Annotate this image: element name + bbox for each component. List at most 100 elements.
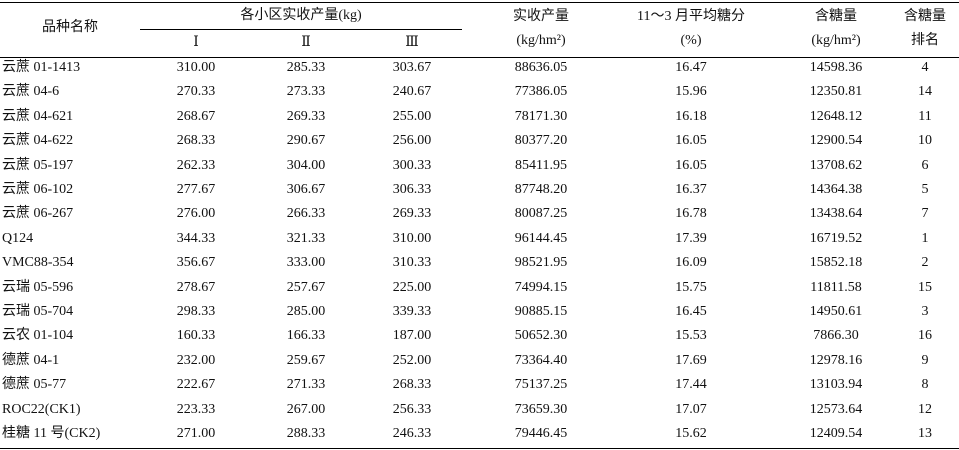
- variety-cell: 云蔗 06-267: [2, 206, 74, 222]
- value-cell: 223.33: [176, 401, 216, 417]
- value-cell: 304.00: [286, 157, 326, 173]
- value-cell: 166.33: [286, 328, 326, 344]
- value-cell: 356.67: [176, 255, 216, 271]
- value-cell: 262.33: [176, 157, 216, 173]
- value-cell: 14598.36: [809, 60, 863, 75]
- value-cell: 12573.64: [809, 401, 863, 417]
- value-cell: 16.18: [675, 108, 707, 124]
- value-cell: 10: [918, 133, 932, 149]
- value-cell: 300.33: [392, 157, 432, 173]
- value-cell: 87748.20: [514, 182, 568, 197]
- header-cell: 排名: [911, 33, 939, 48]
- value-cell: 278.67: [176, 279, 216, 295]
- value-cell: 306.67: [286, 182, 326, 197]
- variety-cell: 云蔗 01-1413: [2, 60, 81, 75]
- value-cell: 80377.20: [514, 133, 568, 149]
- value-cell: 255.00: [392, 108, 432, 124]
- value-cell: 7866.30: [813, 328, 859, 344]
- value-cell: 288.33: [286, 426, 326, 441]
- value-cell: 268.33: [176, 133, 216, 149]
- value-cell: 16.78: [675, 206, 707, 222]
- value-cell: 277.67: [176, 182, 216, 197]
- value-cell: 80087.25: [514, 206, 568, 222]
- value-cell: 344.33: [176, 230, 216, 246]
- value-cell: 17.07: [675, 401, 707, 417]
- value-cell: 232.00: [176, 352, 216, 368]
- value-cell: 269.33: [286, 108, 326, 124]
- value-cell: 75137.25: [514, 377, 568, 393]
- value-cell: 257.67: [286, 279, 326, 295]
- value-cell: 12: [918, 401, 932, 417]
- value-cell: 77386.05: [514, 84, 568, 100]
- value-cell: 271.00: [176, 426, 216, 441]
- value-cell: 13: [918, 426, 932, 441]
- value-cell: 13103.94: [809, 377, 863, 393]
- value-cell: 256.00: [392, 133, 432, 149]
- value-cell: 79446.45: [514, 426, 568, 441]
- variety-cell: Q124: [2, 230, 34, 246]
- value-cell: 268.67: [176, 108, 216, 124]
- value-cell: 16.05: [675, 157, 707, 173]
- value-cell: 12900.54: [809, 133, 863, 149]
- value-cell: 268.33: [392, 377, 432, 393]
- value-cell: 267.00: [286, 401, 326, 417]
- value-cell: 15.96: [675, 84, 707, 100]
- value-cell: 16.47: [675, 60, 707, 75]
- value-cell: 290.67: [286, 133, 326, 149]
- value-cell: 12350.81: [809, 84, 863, 100]
- variety-cell: 云蔗 04-622: [2, 133, 74, 149]
- value-cell: 256.33: [392, 401, 432, 417]
- value-cell: 276.00: [176, 206, 216, 222]
- value-cell: 271.33: [286, 377, 326, 393]
- value-cell: 310.00: [392, 230, 432, 246]
- header-cell: 含糖量: [815, 9, 857, 24]
- value-cell: 16: [918, 328, 932, 344]
- value-cell: 222.67: [176, 377, 216, 393]
- value-cell: 12978.16: [809, 352, 863, 368]
- value-cell: 14950.61: [809, 304, 863, 319]
- rule: [140, 29, 462, 30]
- value-cell: 16.09: [675, 255, 707, 271]
- rule: [0, 448, 959, 449]
- value-cell: 14: [918, 84, 932, 100]
- value-cell: 8: [921, 377, 929, 393]
- value-cell: 252.00: [392, 352, 432, 368]
- variety-cell: 云蔗 06-102: [2, 182, 74, 197]
- value-cell: 240.67: [392, 84, 432, 100]
- value-cell: 15.62: [675, 426, 707, 441]
- value-cell: 12409.54: [809, 426, 863, 441]
- value-cell: 3: [921, 304, 929, 319]
- value-cell: 2: [921, 255, 929, 271]
- value-cell: 17.39: [675, 230, 707, 246]
- value-cell: 73659.30: [514, 401, 568, 417]
- value-cell: 90885.15: [514, 304, 568, 319]
- value-cell: 310.33: [392, 255, 432, 271]
- value-cell: 306.33: [392, 182, 432, 197]
- rule: [0, 2, 959, 3]
- variety-cell: 云农 01-104: [2, 328, 74, 344]
- header-cell: Ⅲ: [405, 35, 419, 50]
- header-cell: (%): [680, 33, 702, 48]
- header-cell: 品种名称: [42, 20, 98, 35]
- header-cell: 11～3 月平均糖分: [637, 9, 745, 24]
- variety-cell: 云蔗 04-6: [2, 84, 60, 100]
- header-cell: 含糖量: [904, 9, 946, 24]
- value-cell: 259.67: [286, 352, 326, 368]
- header-cell: 实收产量: [513, 9, 569, 24]
- value-cell: 16.05: [675, 133, 707, 149]
- value-cell: 15.75: [675, 279, 707, 295]
- value-cell: 11: [918, 108, 932, 124]
- value-cell: 160.33: [176, 328, 216, 344]
- value-cell: 269.33: [392, 206, 432, 222]
- value-cell: 4: [921, 60, 929, 75]
- value-cell: 73364.40: [514, 352, 568, 368]
- variety-cell: 桂糖 11 号(CK2): [2, 426, 101, 441]
- header-cell: Ⅱ: [301, 35, 311, 50]
- variety-cell: 云瑞 05-596: [2, 279, 74, 295]
- value-cell: 98521.95: [514, 255, 568, 271]
- value-cell: 14364.38: [809, 182, 863, 197]
- value-cell: 5: [921, 182, 929, 197]
- header-cell: Ⅰ: [193, 35, 199, 50]
- value-cell: 15852.18: [809, 255, 863, 271]
